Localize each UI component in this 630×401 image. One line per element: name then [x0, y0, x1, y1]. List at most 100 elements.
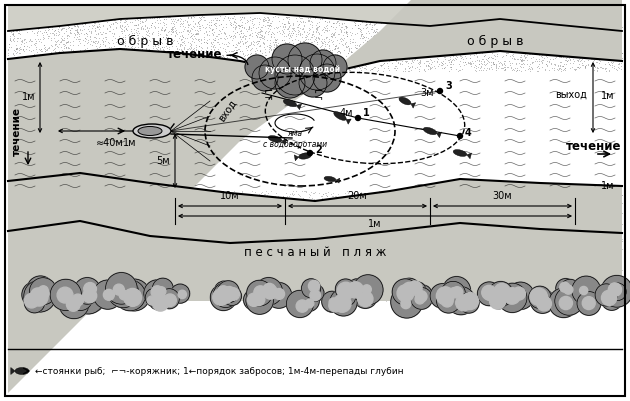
Point [616, 54, 626, 60]
Point [341, 239, 351, 246]
Point [182, 199, 192, 206]
Point [292, 65, 302, 71]
Point [523, 18, 533, 24]
Point [212, 249, 222, 255]
Point [127, 220, 137, 226]
Point [508, 285, 518, 292]
Point [21, 59, 31, 65]
Circle shape [437, 289, 461, 313]
Point [226, 238, 236, 245]
Point [256, 275, 266, 282]
Point [360, 22, 370, 28]
Point [435, 190, 445, 197]
Point [615, 26, 625, 32]
Point [438, 19, 449, 26]
Point [196, 36, 206, 43]
Point [610, 32, 621, 38]
Point [67, 253, 77, 260]
Point [199, 17, 209, 23]
Point [101, 249, 112, 255]
Point [188, 287, 198, 293]
Point [567, 249, 577, 255]
Point [6, 60, 16, 66]
Point [219, 215, 229, 221]
Point [365, 50, 375, 57]
Point [338, 32, 348, 38]
Point [454, 215, 464, 221]
Point [563, 209, 573, 215]
Point [62, 32, 72, 38]
Point [580, 63, 590, 69]
Point [268, 222, 278, 228]
Point [438, 207, 448, 213]
Point [488, 229, 498, 236]
Point [329, 237, 340, 244]
Point [428, 32, 438, 38]
Point [551, 207, 561, 213]
Point [59, 63, 69, 69]
Point [613, 256, 623, 263]
Point [476, 27, 486, 33]
Point [263, 190, 273, 196]
Ellipse shape [133, 124, 171, 138]
Point [467, 242, 478, 249]
Point [546, 208, 556, 214]
Point [400, 34, 410, 41]
Point [612, 290, 622, 296]
Point [118, 34, 128, 41]
Point [229, 248, 239, 255]
Point [175, 283, 185, 290]
Point [585, 215, 595, 221]
Point [18, 254, 28, 260]
Point [332, 52, 342, 59]
Point [50, 276, 60, 282]
Point [450, 19, 461, 26]
Point [209, 29, 219, 35]
Point [391, 227, 401, 233]
Point [106, 206, 117, 212]
Point [306, 210, 316, 217]
Point [332, 215, 342, 221]
Point [73, 281, 83, 288]
Point [386, 254, 396, 261]
Point [13, 35, 23, 41]
Point [490, 47, 500, 53]
Point [148, 219, 158, 226]
Point [446, 59, 456, 65]
Point [162, 264, 172, 271]
Point [113, 231, 123, 237]
Point [461, 252, 471, 259]
Point [570, 274, 580, 280]
Point [195, 205, 205, 212]
Point [447, 16, 457, 22]
Point [364, 37, 374, 44]
Point [137, 192, 147, 198]
Point [394, 38, 404, 45]
Point [207, 31, 217, 37]
Point [205, 259, 215, 266]
Point [258, 200, 268, 207]
Point [214, 273, 224, 280]
Point [169, 269, 180, 275]
Point [89, 14, 99, 20]
Point [218, 211, 228, 217]
Point [607, 297, 617, 304]
Point [546, 244, 556, 250]
Point [157, 39, 167, 46]
Point [491, 264, 501, 271]
Point [261, 52, 271, 59]
Point [103, 227, 113, 233]
Point [462, 42, 472, 49]
Point [470, 257, 480, 263]
Point [82, 219, 92, 225]
Point [293, 36, 303, 43]
Point [289, 60, 299, 67]
Point [500, 67, 510, 73]
Point [543, 287, 553, 294]
Point [306, 18, 316, 24]
Point [278, 58, 289, 65]
Point [540, 282, 550, 289]
Point [147, 15, 157, 22]
Point [137, 235, 147, 242]
Point [583, 255, 593, 261]
